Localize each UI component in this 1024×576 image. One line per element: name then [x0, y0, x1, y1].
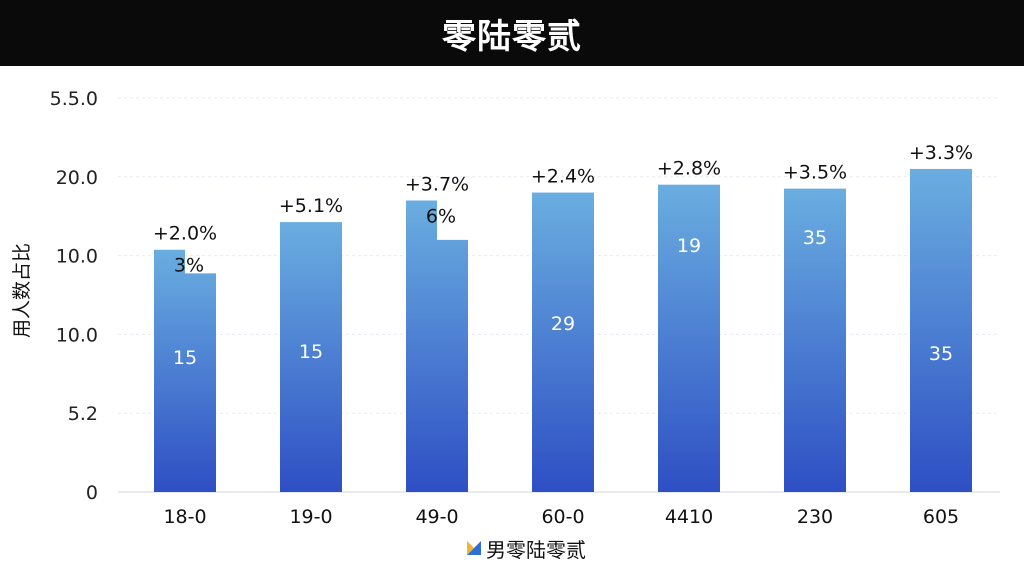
bar-top-label: +5.1% [279, 195, 343, 217]
chart-title: 零陆零贰 [442, 16, 582, 57]
bar [784, 188, 846, 492]
y-tick-label: 10.0 [56, 324, 98, 346]
bar-inner-label: 35 [803, 227, 827, 249]
bar-top-label: +2.8% [657, 158, 721, 180]
x-tick-label: 60-0 [541, 506, 584, 528]
x-tick-label: 49-0 [415, 506, 458, 528]
legend-label: 男零陆零贰 [486, 537, 586, 562]
bar [532, 192, 594, 492]
x-tick-label: 230 [797, 506, 833, 528]
bar-inner-label: 29 [551, 313, 575, 335]
labels: 0 5.2 10.0 10.0 20.0 5.5.0 +2.0% 3% 18-0 +5.1% 19-… [50, 88, 973, 528]
bar [406, 200, 468, 492]
x-tick-label: 4410 [665, 506, 713, 528]
bar [280, 222, 342, 493]
x-tick-label: 18-0 [163, 506, 206, 528]
bar-notch-label: 3% [174, 255, 204, 277]
bar-inner-label: 15 [299, 341, 323, 363]
y-tick-label: 5.2 [68, 403, 98, 425]
bar-top-label: +3.3% [909, 142, 973, 164]
bar-inner-label: 35 [929, 343, 953, 365]
bar-inner-label: 19 [677, 235, 701, 257]
bar-chart: 0 5.2 10.0 10.0 20.0 5.5.0 +2.0% 3% 18-0 +5.1% 19-… [50, 88, 1000, 528]
legend: 男零陆零贰 [466, 534, 586, 562]
y-tick-label: 10.0 [56, 246, 98, 268]
bar-top-label: +3.5% [783, 162, 847, 184]
bar [658, 184, 720, 492]
bar-top-label: +3.7% [405, 173, 469, 195]
bar [910, 168, 972, 493]
bar-top-label: +2.0% [153, 223, 217, 245]
x-tick-label: 605 [923, 506, 959, 528]
bar [154, 249, 216, 492]
chart-title-bar: 零陆零贰 [0, 0, 1024, 66]
bars [154, 168, 972, 493]
y-tick-label: 20.0 [56, 167, 98, 189]
x-tick-label: 19-0 [289, 506, 332, 528]
legend-swatch-icon [467, 541, 481, 555]
y-tick-label: 0 [86, 482, 98, 504]
bar-notch-label: 6% [426, 205, 456, 227]
bar-inner-label: 15 [173, 347, 197, 369]
bar-top-label: +2.4% [531, 166, 595, 188]
y-tick-label: 5.5.0 [50, 88, 98, 110]
